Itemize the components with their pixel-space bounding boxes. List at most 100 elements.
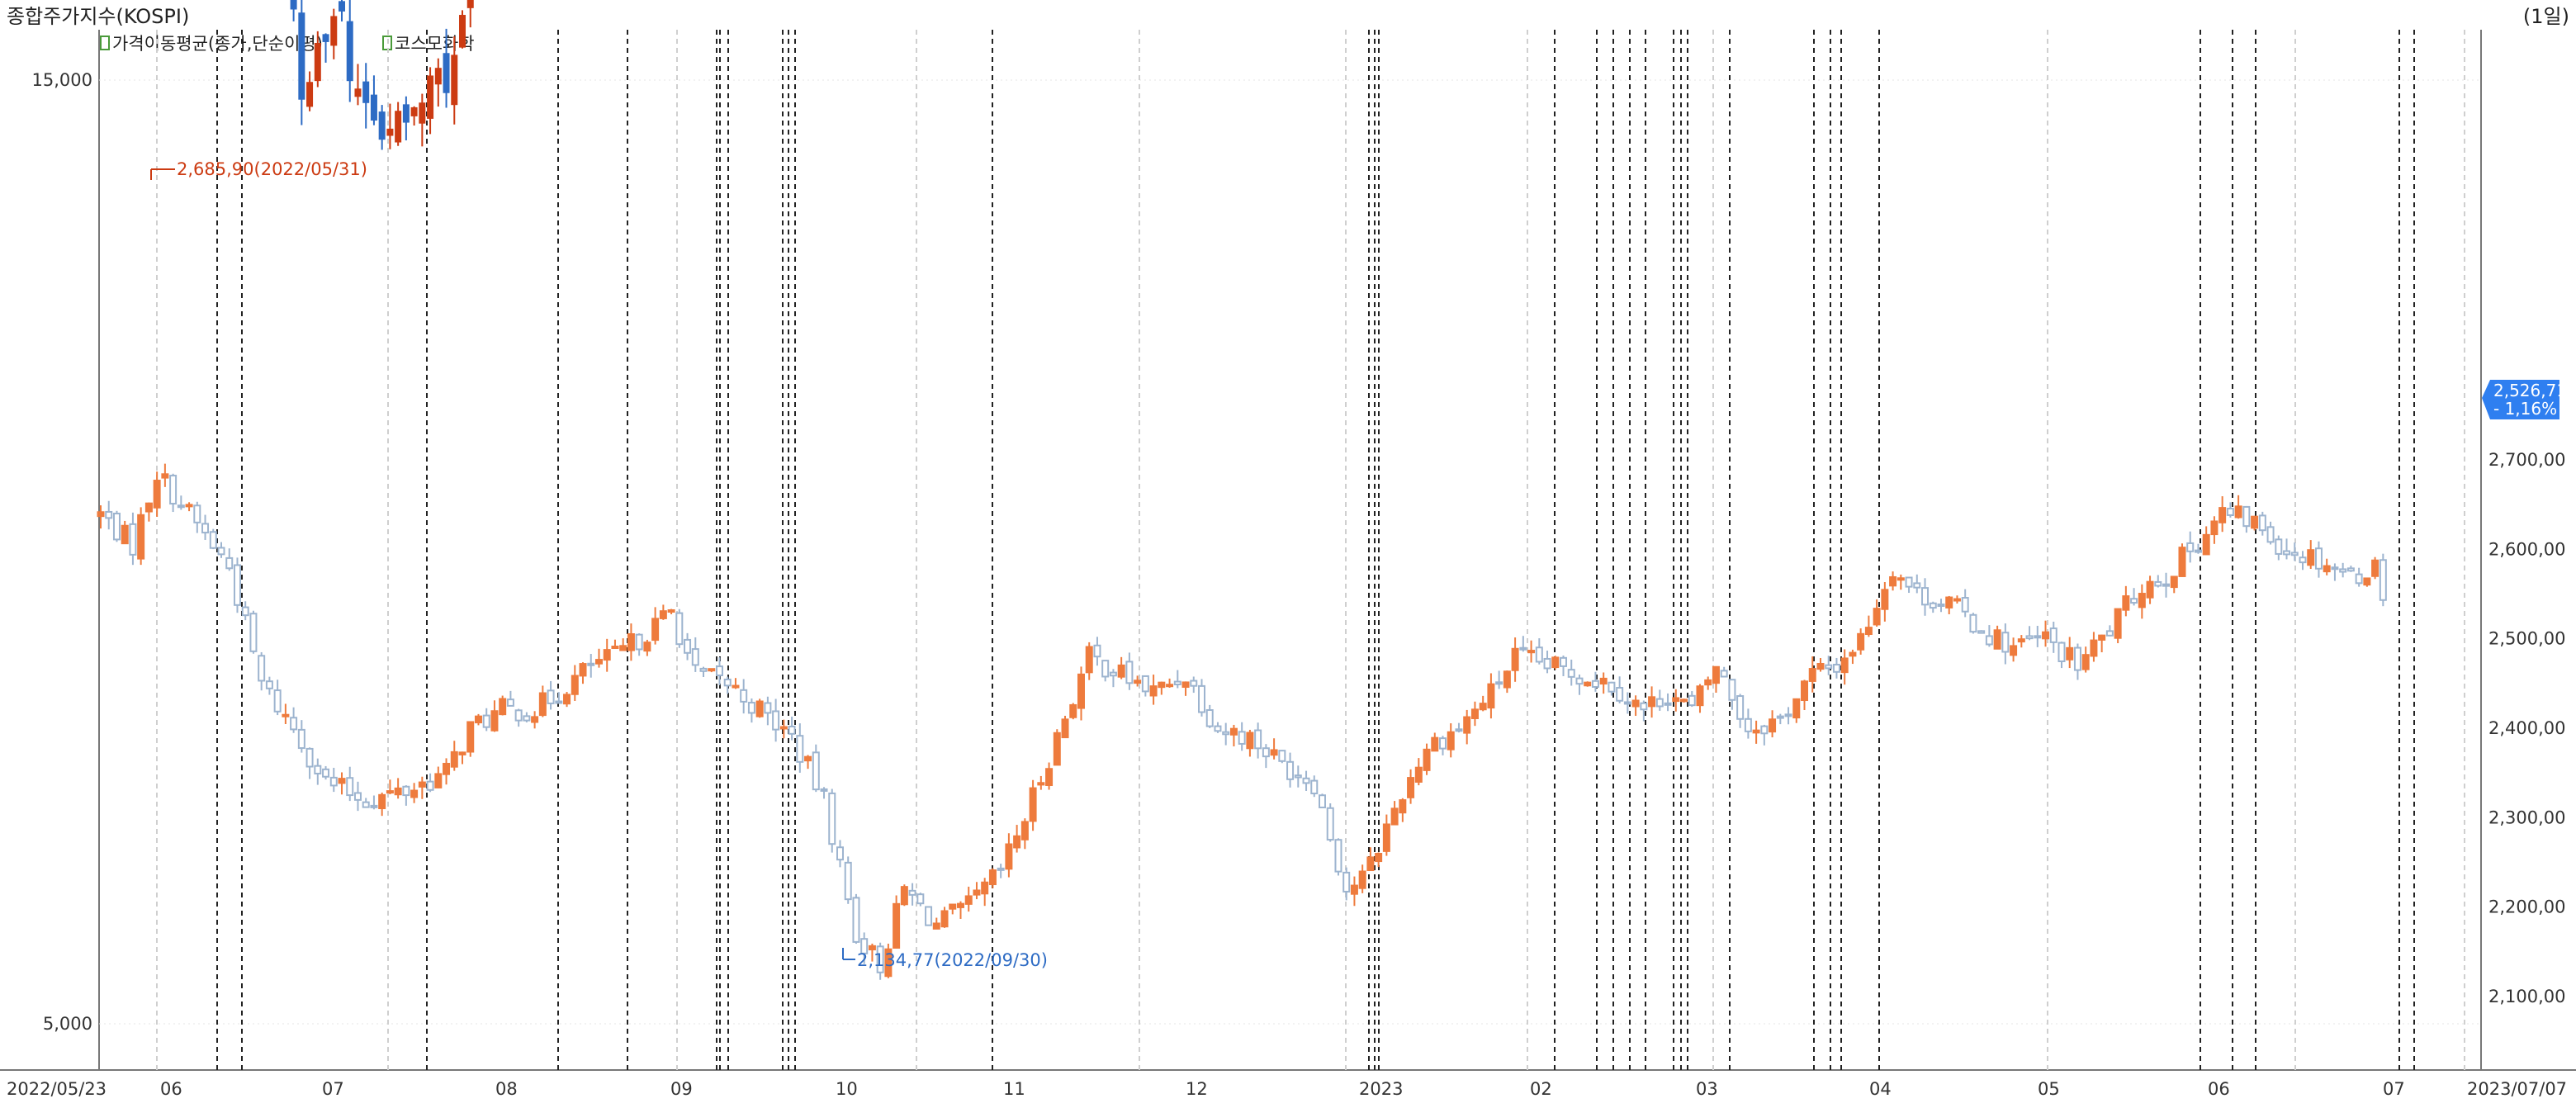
- kospi-candle: [153, 480, 161, 509]
- overlay-candle: [434, 68, 442, 85]
- x-tick-label: 2023/07/07: [2467, 1079, 2567, 1099]
- kospi-candle: [1664, 702, 1672, 706]
- kospi-candle: [1511, 647, 1519, 671]
- kospi-candle: [258, 655, 266, 682]
- kospi-candle: [1358, 870, 1366, 889]
- kospi-candle: [1286, 760, 1295, 780]
- kospi-candle: [1961, 597, 1969, 613]
- kospi-candle: [2017, 638, 2025, 643]
- kospi-candle: [2081, 654, 2090, 670]
- kospi-candle: [1029, 787, 1037, 822]
- x-tick-label: 06: [160, 1079, 182, 1099]
- kospi-candle: [1696, 685, 1704, 707]
- kospi-candle: [1575, 677, 1584, 685]
- kospi-candle: [514, 709, 523, 722]
- kospi-candle: [619, 645, 627, 651]
- overlay-candle: [370, 94, 377, 121]
- kospi-candle: [579, 663, 587, 677]
- kospi-candle: [297, 728, 305, 750]
- kospi-candle: [2379, 559, 2387, 601]
- kospi-candle: [908, 889, 916, 896]
- kospi-candle: [1760, 725, 1769, 735]
- kospi-candle: [1166, 684, 1174, 688]
- x-tick-label: 04: [1869, 1079, 1892, 1099]
- x-tick-label: 05: [2038, 1079, 2060, 1099]
- kospi-candle: [732, 684, 740, 689]
- current-price-value: 2,526,71: [2493, 381, 2567, 400]
- kospi-candle: [1077, 673, 1085, 709]
- kospi-candle: [193, 504, 201, 523]
- kospi-candle: [1616, 687, 1624, 702]
- kospi-candle: [1423, 748, 1431, 771]
- kospi-candle: [723, 678, 732, 687]
- kospi-candle: [1479, 703, 1487, 711]
- kospi-candle: [426, 780, 434, 791]
- overlay-candle: [386, 128, 394, 136]
- overlay-candle: [378, 111, 386, 140]
- kospi-candle: [2066, 646, 2074, 661]
- kospi-candle: [708, 668, 716, 672]
- x-tick-label: 10: [836, 1079, 858, 1099]
- kospi-candle: [1375, 853, 1383, 863]
- kospi-candle: [418, 781, 426, 788]
- kospi-candle: [876, 945, 884, 973]
- kospi-candle: [225, 556, 234, 570]
- kospi-candle: [1937, 604, 1945, 608]
- kospi-candle: [1085, 646, 1093, 674]
- right-tick-label: 2,100,00: [2488, 987, 2566, 1006]
- overlay-candle: [306, 82, 314, 107]
- kospi-candle: [2025, 635, 2034, 640]
- x-tick-label: 07: [2383, 1079, 2405, 1099]
- kospi-candle: [1158, 681, 1166, 689]
- kospi-candle: [1816, 662, 1825, 670]
- kospi-candle: [1608, 681, 1616, 693]
- kospi-candle: [627, 633, 635, 651]
- kospi-candle: [1334, 839, 1342, 873]
- kospi-candle: [973, 889, 981, 896]
- kospi-candle: [1535, 646, 1543, 663]
- kospi-candle: [177, 504, 185, 509]
- axis-labels: 5,00015,00025,00035,00045,00055,00065,00…: [7, 70, 2567, 1099]
- kospi-candle: [1350, 884, 1358, 895]
- kospi-candle: [378, 793, 386, 810]
- kospi-candle: [2049, 627, 2057, 643]
- kospi-candle: [940, 910, 949, 928]
- kospi-candle: [2001, 632, 2010, 653]
- kospi-candle: [1399, 799, 1407, 814]
- x-tick-label: 11: [1003, 1079, 1025, 1099]
- kospi-candle: [1929, 602, 1937, 609]
- kospi-candle: [820, 788, 828, 792]
- kospi-candle: [1832, 663, 1840, 673]
- kospi-candle: [1969, 613, 1977, 633]
- kospi-candle: [1431, 736, 1439, 752]
- kospi-candle: [740, 689, 748, 703]
- kospi-candle: [812, 751, 820, 791]
- kospi-candle: [112, 512, 121, 541]
- kospi-candle: [531, 716, 539, 723]
- kospi-candle: [779, 726, 788, 730]
- kospi-candle: [893, 902, 901, 949]
- kospi-candle: [2363, 577, 2371, 586]
- kospi-candle: [217, 547, 225, 556]
- kospi-candle: [772, 710, 780, 731]
- kospi-candle: [450, 751, 458, 768]
- kospi-candle: [1993, 629, 2001, 650]
- kospi-candle: [788, 725, 796, 735]
- kospi-candle: [1857, 632, 1865, 651]
- kospi-candle: [1584, 681, 1592, 687]
- kospi-candle: [949, 903, 957, 910]
- kospi-candle: [659, 610, 667, 619]
- kospi-candle: [1495, 681, 1503, 685]
- kospi-candle: [1849, 651, 1857, 657]
- x-tick-label: 08: [495, 1079, 518, 1099]
- period-label: (1일): [2523, 5, 2569, 28]
- kospi-candle: [1319, 794, 1327, 808]
- kospi-candle: [555, 700, 563, 704]
- kospi-candle: [474, 715, 482, 724]
- kospi-candle: [169, 475, 178, 505]
- kospi-candle: [2057, 642, 2066, 662]
- kospi-candle: [1519, 646, 1527, 651]
- kospi-candle: [490, 710, 499, 732]
- kospi-candle: [1913, 582, 1921, 589]
- right-tick-label: 2,200,00: [2488, 897, 2566, 917]
